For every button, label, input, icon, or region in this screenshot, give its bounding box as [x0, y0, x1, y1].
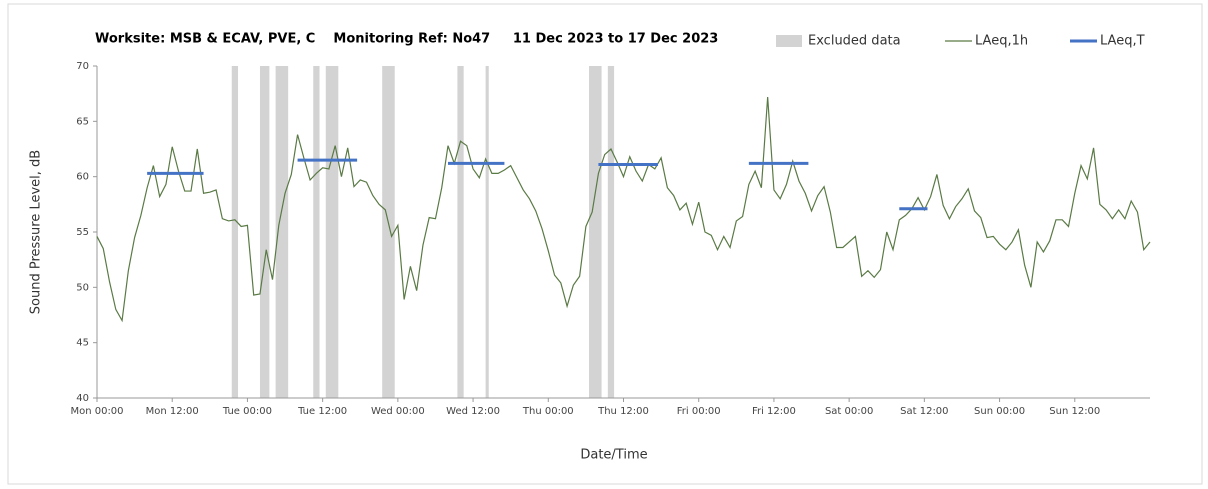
x-tick-label: Wed 12:00 — [446, 406, 500, 417]
y-tick-label: 55 — [76, 227, 89, 238]
x-tick-label: Mon 12:00 — [146, 406, 199, 417]
y-tick-label: 45 — [76, 338, 89, 349]
y-tick-label: 40 — [76, 393, 89, 404]
excluded-band — [313, 66, 320, 398]
excluded-band — [589, 66, 602, 398]
x-tick-label: Sun 12:00 — [1049, 406, 1100, 417]
laeq-1h-line — [96, 96, 1151, 323]
x-tick-label: Wed 00:00 — [371, 406, 425, 417]
legend-swatch — [776, 35, 802, 47]
x-tick-label: Tue 00:00 — [222, 406, 272, 417]
y-tick-label: 50 — [76, 282, 89, 293]
excluded-band — [325, 66, 339, 398]
x-tick-label: Mon 00:00 — [70, 406, 123, 417]
x-tick-label: Thu 12:00 — [597, 406, 649, 417]
y-tick-label: 70 — [76, 61, 89, 72]
y-tick-label: 65 — [76, 116, 89, 127]
x-axis-title: Date/Time — [580, 448, 647, 463]
y-tick-label: 60 — [76, 172, 89, 183]
excluded-band — [275, 66, 289, 398]
legend-label: LAeq,T — [1100, 34, 1145, 49]
excluded-band — [457, 66, 464, 398]
excluded-band — [231, 66, 239, 398]
legend-label: Excluded data — [808, 34, 901, 49]
excluded-band — [259, 66, 270, 398]
excluded-band — [607, 66, 615, 398]
x-tick-label: Sat 00:00 — [825, 406, 873, 417]
x-tick-label: Thu 00:00 — [522, 406, 574, 417]
x-tick-label: Tue 12:00 — [297, 406, 347, 417]
chart-frame — [7, 3, 1203, 485]
y-axis-title: Sound Pressure Level, dB — [29, 150, 44, 314]
x-tick-label: Fri 00:00 — [677, 406, 721, 417]
x-tick-label: Sat 12:00 — [900, 406, 948, 417]
x-tick-label: Fri 12:00 — [752, 406, 796, 417]
x-tick-label: Sun 00:00 — [974, 406, 1025, 417]
chart-title: Worksite: MSB & ECAV, PVE, C Monitoring … — [95, 32, 718, 47]
excluded-band — [485, 66, 489, 398]
legend-label: LAeq,1h — [975, 34, 1028, 49]
excluded-band — [382, 66, 395, 398]
